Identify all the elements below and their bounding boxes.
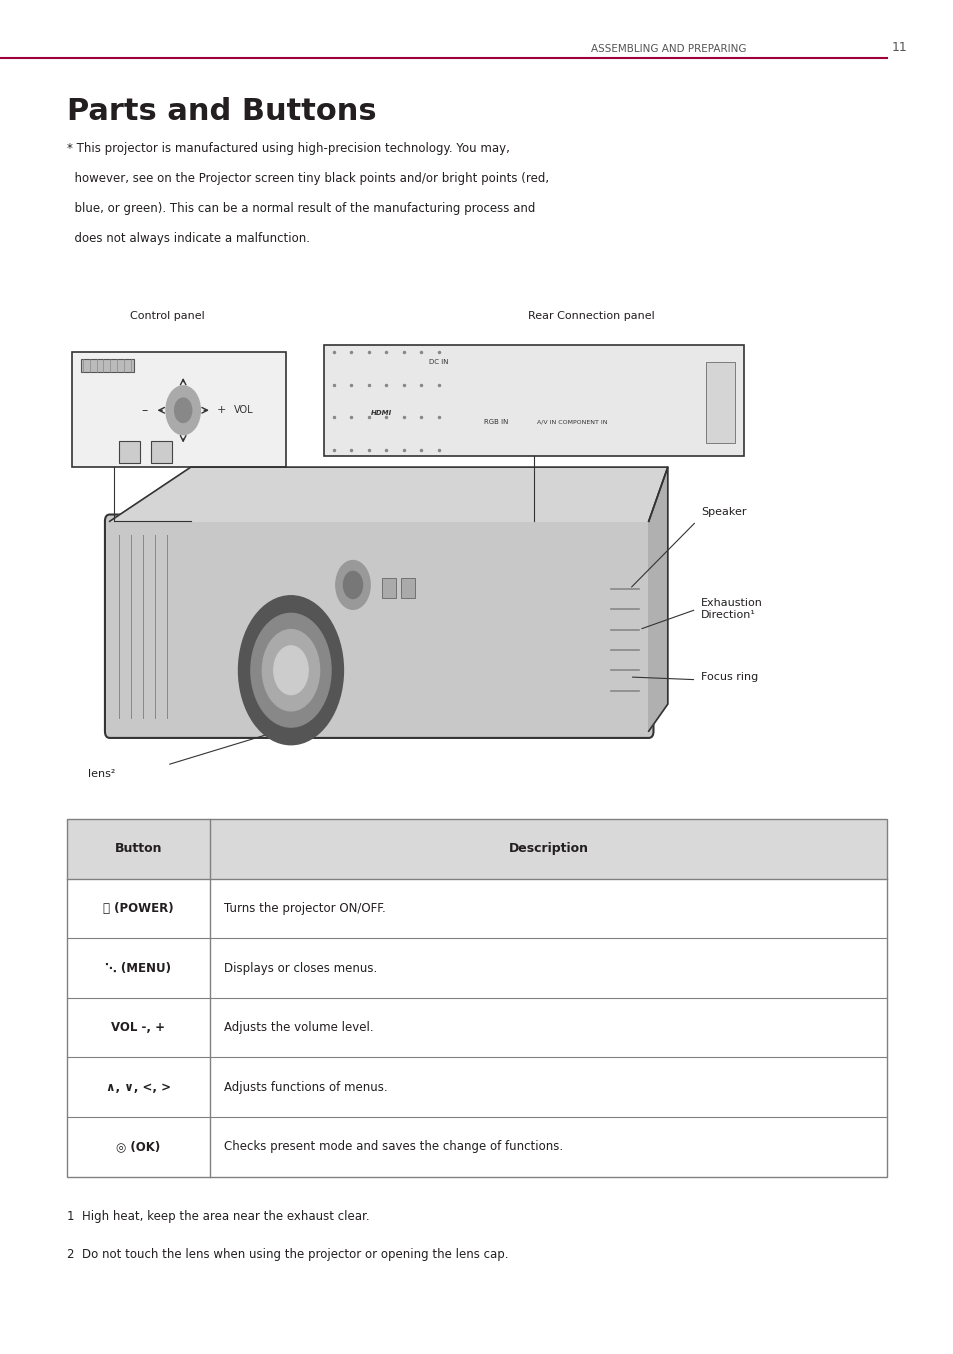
Text: Rear Connection panel: Rear Connection panel [528, 311, 654, 321]
Text: lens²: lens² [88, 769, 115, 780]
Text: 1  High heat, keep the area near the exhaust clear.: 1 High heat, keep the area near the exha… [67, 1210, 369, 1224]
Text: ⏻ (POWER): ⏻ (POWER) [103, 902, 173, 915]
Circle shape [166, 386, 200, 435]
Polygon shape [110, 467, 667, 521]
Bar [67, 1057, 886, 1117]
Circle shape [335, 561, 370, 609]
Text: ⋱ (MENU): ⋱ (MENU) [105, 961, 172, 975]
Text: RGB IN: RGB IN [483, 420, 508, 425]
Text: 2  Do not touch the lens when using the projector or opening the lens cap.: 2 Do not touch the lens when using the p… [67, 1248, 508, 1262]
Text: Exhaustion
Direction¹: Exhaustion Direction¹ [700, 598, 762, 620]
Circle shape [262, 630, 319, 711]
Text: ◎ (OK): ◎ (OK) [116, 1140, 160, 1154]
Text: VOL -, +: VOL -, + [112, 1021, 165, 1034]
Text: Speaker: Speaker [700, 508, 746, 517]
Text: A/V IN COMPONENT IN: A/V IN COMPONENT IN [537, 420, 607, 425]
Bar [67, 938, 886, 998]
Polygon shape [648, 467, 667, 731]
Bar [151, 441, 172, 463]
Bar [705, 362, 734, 443]
Text: ASSEMBLING AND PREPARING: ASSEMBLING AND PREPARING [591, 45, 746, 54]
Text: Displays or closes menus.: Displays or closes menus. [224, 961, 377, 975]
Text: Control panel: Control panel [130, 311, 204, 321]
Text: 11: 11 [891, 41, 907, 54]
Circle shape [174, 398, 192, 422]
Text: Turns the projector ON/OFF.: Turns the projector ON/OFF. [224, 902, 386, 915]
Text: Parts and Buttons: Parts and Buttons [67, 97, 376, 126]
FancyBboxPatch shape [105, 515, 653, 738]
Bar [71, 352, 286, 467]
Bar [67, 998, 886, 1057]
Text: VOL: VOL [233, 405, 253, 416]
Text: however, see on the Projector screen tiny black points and/or bright points (red: however, see on the Projector screen tin… [67, 172, 548, 185]
Bar [81, 359, 133, 372]
Circle shape [274, 646, 308, 695]
Bar [324, 345, 743, 456]
Text: HDMI: HDMI [371, 410, 392, 416]
Text: does not always indicate a malfunction.: does not always indicate a malfunction. [67, 232, 310, 245]
Text: Description: Description [508, 842, 588, 856]
Bar [119, 441, 140, 463]
Bar [67, 1117, 886, 1177]
Bar [67, 819, 886, 879]
Bar [67, 819, 886, 1177]
Text: * This projector is manufactured using high-precision technology. You may,: * This projector is manufactured using h… [67, 142, 509, 156]
Bar [67, 879, 886, 938]
Text: DC IN: DC IN [429, 359, 448, 364]
Text: blue, or green). This can be a normal result of the manufacturing process and: blue, or green). This can be a normal re… [67, 202, 535, 215]
Circle shape [251, 613, 331, 727]
Text: ∧, ∨, <, >: ∧, ∨, <, > [106, 1080, 171, 1094]
Text: +: + [216, 405, 226, 416]
Circle shape [238, 596, 343, 745]
Bar [381, 578, 395, 598]
Bar [400, 578, 415, 598]
Text: Checks present mode and saves the change of functions.: Checks present mode and saves the change… [224, 1140, 562, 1154]
Text: Adjusts functions of menus.: Adjusts functions of menus. [224, 1080, 388, 1094]
Text: Button: Button [114, 842, 162, 856]
Circle shape [343, 571, 362, 598]
Text: Adjusts the volume level.: Adjusts the volume level. [224, 1021, 374, 1034]
Text: Focus ring: Focus ring [700, 672, 758, 682]
Text: –: – [142, 403, 148, 417]
